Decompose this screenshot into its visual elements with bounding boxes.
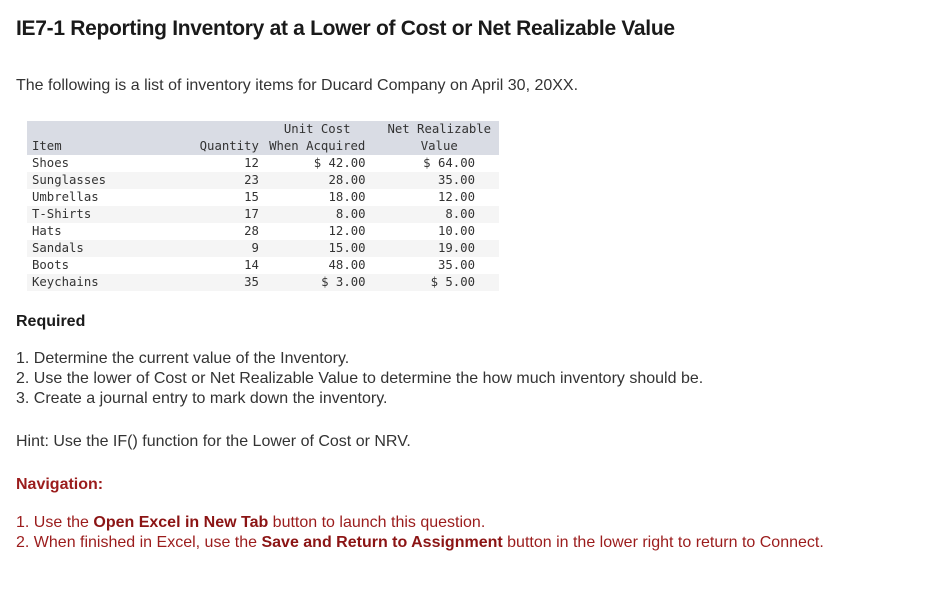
required-heading: Required [16,313,86,330]
header-unit-cost: Unit Cost [283,122,351,136]
cell-item: Keychains [32,275,99,289]
table-row: Sandals 9 15.00 19.00 [27,240,499,257]
required-item: 1. Determine the current value of the In… [16,350,350,367]
nav-text: 1. Use the [16,514,94,531]
table-header-row-2: Item Quantity When Acquired Value [27,138,499,155]
table-row: Shoes 12 $ 42.00 $ 64.00 [27,155,499,172]
intro-text: The following is a list of inventory ite… [16,77,579,94]
header-item: Item [32,139,62,153]
cell-item: Sandals [32,241,84,255]
cell-nrv: 10.00 [437,224,475,238]
cell-nrv: 12.00 [437,190,475,204]
required-item: 3. Create a journal entry to mark down t… [16,390,388,407]
cell-unit-cost: 28.00 [328,173,366,187]
nav-text: 2. When finished in Excel, use the [16,534,262,551]
navigation-item: 2. When finished in Excel, use the Save … [16,533,824,553]
cell-unit-cost: $ 42.00 [313,156,366,170]
header-item-spacer [27,121,188,138]
cell-quantity: 23 [244,173,259,187]
navigation-item: 1. Use the Open Excel in New Tab button … [16,513,824,533]
cell-item: Shoes [32,156,70,170]
header-value: Value [420,139,458,153]
cell-quantity: 28 [244,224,259,238]
cell-item: Sunglasses [32,173,107,187]
cell-nrv: 8.00 [445,207,475,221]
header-quantity: Quantity [199,139,259,153]
header-when-acquired: When Acquired [269,139,366,153]
nav-text: button in the lower right to return to C… [502,534,824,551]
cell-item: T-Shirts [32,207,92,221]
cell-quantity: 17 [244,207,259,221]
save-return-label: Save and Return to Assignment [261,534,503,551]
cell-quantity: 15 [244,190,259,204]
table-row: Sunglasses 23 28.00 35.00 [27,172,499,189]
open-excel-label: Open Excel in New Tab [93,514,269,531]
cell-unit-cost: $ 3.00 [321,275,366,289]
navigation-heading: Navigation: [16,476,104,493]
inventory-table: Unit Cost Net Realizable Item Quantity W… [27,121,499,291]
cell-nrv: $ 64.00 [423,156,475,170]
cell-item: Umbrellas [32,190,99,204]
required-list: 1. Determine the current value of the In… [16,349,703,409]
cell-unit-cost: 8.00 [335,207,366,221]
cell-item: Boots [32,258,70,272]
table-row: Umbrellas 15 18.00 12.00 [27,189,499,206]
table-row: Keychains 35 $ 3.00 $ 5.00 [27,274,499,291]
required-item: 2. Use the lower of Cost or Net Realizab… [16,370,704,387]
cell-unit-cost: 48.00 [328,258,366,272]
header-nrv: Net Realizable [387,122,492,136]
page-title: IE7-1 Reporting Inventory at a Lower of … [16,17,675,40]
cell-quantity: 9 [251,241,259,255]
cell-unit-cost: 12.00 [328,224,366,238]
table-row: Boots 14 48.00 35.00 [27,257,499,274]
table-row: T-Shirts 17 8.00 8.00 [27,206,499,223]
cell-quantity: 14 [244,258,259,272]
cell-nrv: 35.00 [437,258,475,272]
cell-quantity: 35 [244,275,259,289]
cell-nrv: 19.00 [437,241,475,255]
navigation-list: 1. Use the Open Excel in New Tab button … [16,513,824,553]
cell-item: Hats [32,224,62,238]
hint-text: Hint: Use the IF() function for the Lowe… [16,433,411,450]
table-row: Hats 28 12.00 10.00 [27,223,499,240]
header-qty-spacer [188,121,264,138]
cell-nrv: 35.00 [437,173,475,187]
cell-unit-cost: 18.00 [328,190,366,204]
cell-unit-cost: 15.00 [328,241,366,255]
cell-quantity: 12 [244,156,259,170]
nav-text: button to launch this question. [268,514,486,531]
cell-nrv: $ 5.00 [430,275,475,289]
table-header-row-1: Unit Cost Net Realizable [27,121,499,138]
